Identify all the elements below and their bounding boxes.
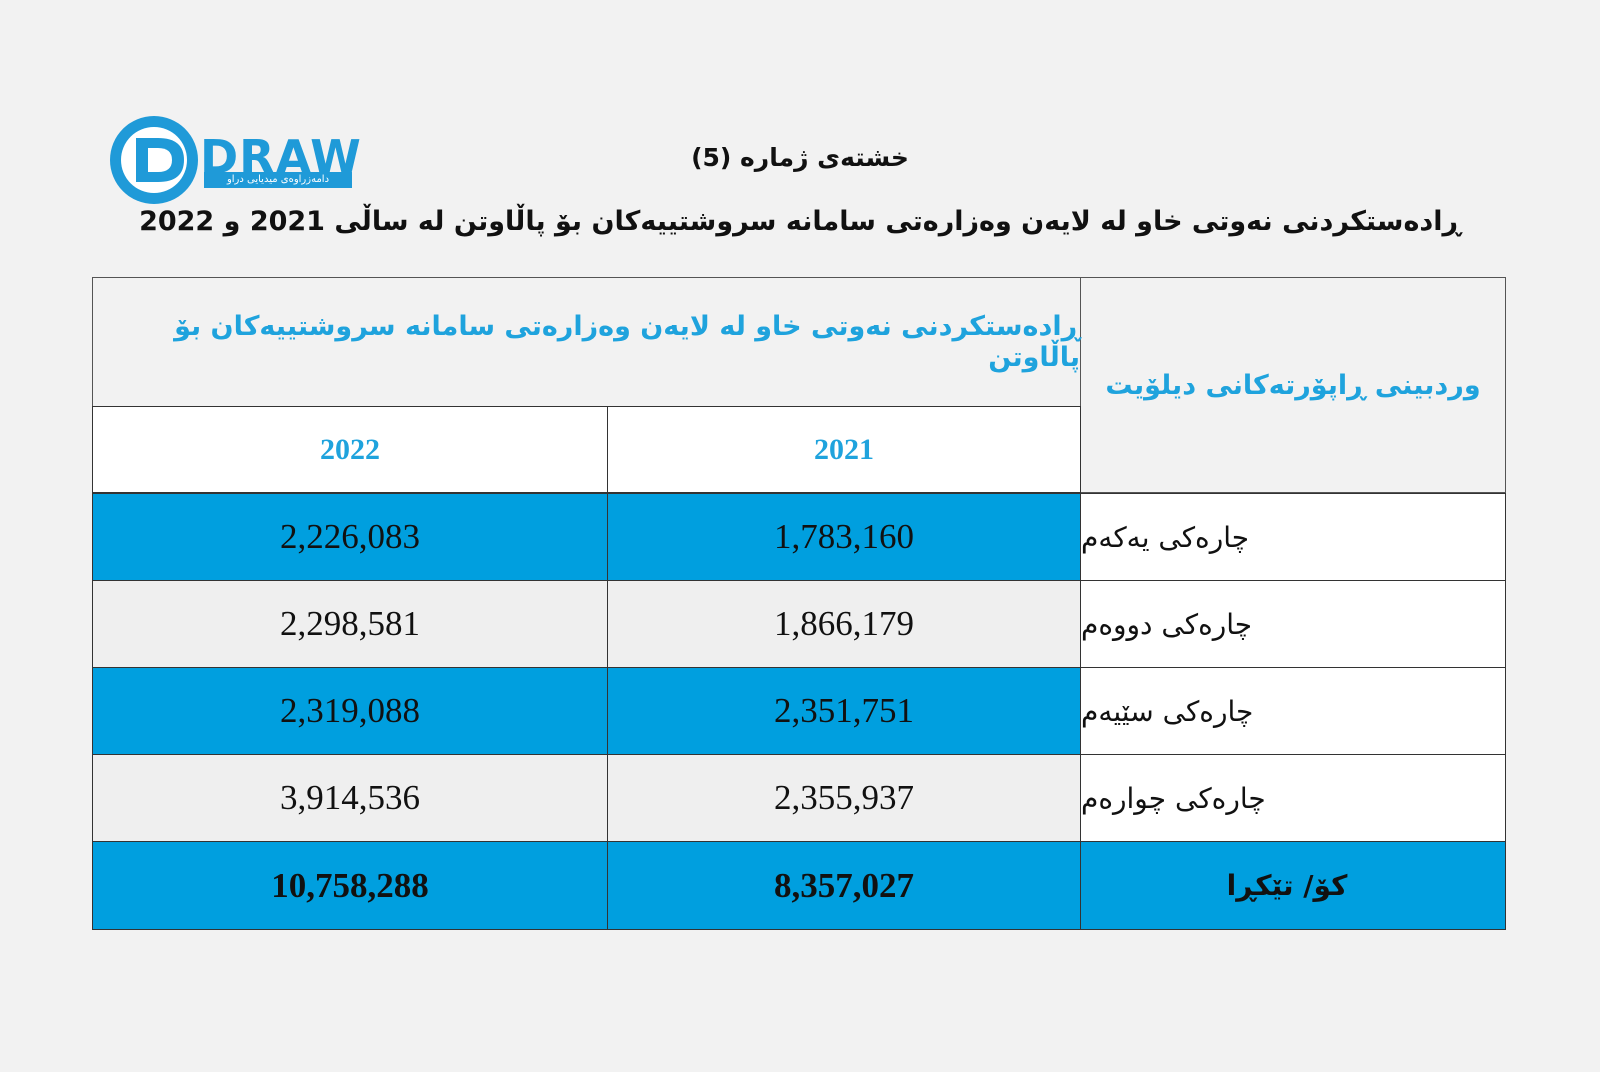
header-delivery: ڕادەستکردنی نەوتی خاو لە لایەن وەزارەتی … — [92, 277, 1081, 407]
row-2-label-text: چارەکی دووەم — [1081, 607, 1253, 641]
row-2-value-2022: 2,298,581 — [280, 604, 420, 643]
header-delivery-label: ڕادەستکردنی نەوتی خاو لە لایەن وەزارەتی … — [174, 311, 1080, 373]
table-row-2-2021: 1,866,179 — [607, 580, 1081, 668]
row-3-value-2021: 2,351,751 — [774, 691, 914, 730]
row-1-value-2022: 2,226,083 — [280, 517, 420, 556]
table-row-4-label: چارەکی چوارەم — [1080, 754, 1506, 842]
total-value-2022: 10,758,288 — [271, 865, 429, 905]
table-subtitle: ڕادەستکردنی نەوتی خاو لە لایەن وەزارەتی … — [139, 206, 1461, 237]
table-row-4-2022: 3,914,536 — [92, 754, 608, 842]
header-source: وردبینی ڕاپۆرتەکانی دیلۆیت — [1080, 277, 1506, 493]
year-2021-label: 2021 — [814, 432, 874, 466]
row-4-value-2022: 3,914,536 — [280, 778, 420, 817]
table-total-2021: 8,357,027 — [607, 841, 1081, 930]
header-year-2022: 2022 — [92, 406, 608, 493]
row-3-label-text: چارەکی سێیەم — [1081, 694, 1254, 728]
row-4-label-text: چارەکی چوارەم — [1081, 781, 1266, 815]
logo-tagline: دامەزراوەی میدیایی دراو — [204, 172, 352, 188]
table-row-1-label: چارەکی یەکەم — [1080, 493, 1506, 581]
table-row-1-2022: 2,226,083 — [92, 493, 608, 581]
row-2-value-2021: 1,866,179 — [774, 604, 914, 643]
table-number-title: خشتەی ژمارە (5) — [691, 143, 909, 172]
row-3-value-2022: 2,319,088 — [280, 691, 420, 730]
table-row-2-2022: 2,298,581 — [92, 580, 608, 668]
header-source-label: وردبینی ڕاپۆرتەکانی دیلۆیت — [1105, 369, 1481, 401]
row-4-value-2021: 2,355,937 — [774, 778, 914, 817]
table-row-3-2022: 2,319,088 — [92, 667, 608, 755]
table-total-label: کۆ/ تێکڕا — [1080, 841, 1506, 930]
row-1-label-text: چارەکی یەکەم — [1081, 520, 1250, 554]
header-year-2021: 2021 — [607, 406, 1081, 493]
total-label-text: کۆ/ تێکڕا — [1226, 869, 1348, 902]
table-total-2022: 10,758,288 — [92, 841, 608, 930]
table-row-3-label: چارەکی سێیەم — [1080, 667, 1506, 755]
table-row-1-2021: 1,783,160 — [607, 493, 1081, 581]
row-1-value-2021: 1,783,160 — [774, 517, 914, 556]
table-row-3-2021: 2,351,751 — [607, 667, 1081, 755]
table-row-4-2021: 2,355,937 — [607, 754, 1081, 842]
table-row-2-label: چارەکی دووەم — [1080, 580, 1506, 668]
year-2022-label: 2022 — [320, 432, 380, 466]
data-table: وردبینی ڕاپۆرتەکانی دیلۆیت ڕادەستکردنی ن… — [92, 277, 1506, 935]
draw-logo: DRAW دامەزراوەی میدیایی دراو — [108, 114, 361, 210]
total-value-2021: 8,357,027 — [774, 865, 914, 905]
